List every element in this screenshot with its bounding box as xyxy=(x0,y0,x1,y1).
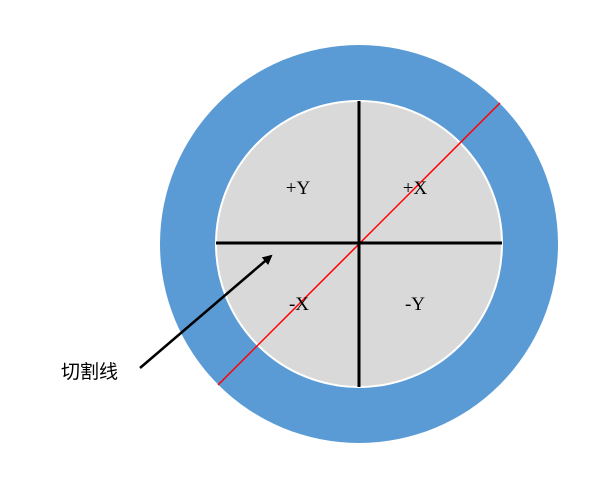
callout-arrow xyxy=(139,254,273,369)
quadrant-label-plus-y: +Y xyxy=(286,178,311,199)
quadrant-label-plus-x: +X xyxy=(403,178,428,199)
quadrant-label-minus-y: -Y xyxy=(405,294,425,315)
quadrant-label-minus-x: -X xyxy=(289,294,309,315)
cut-line-label: 切割线 xyxy=(61,361,118,383)
